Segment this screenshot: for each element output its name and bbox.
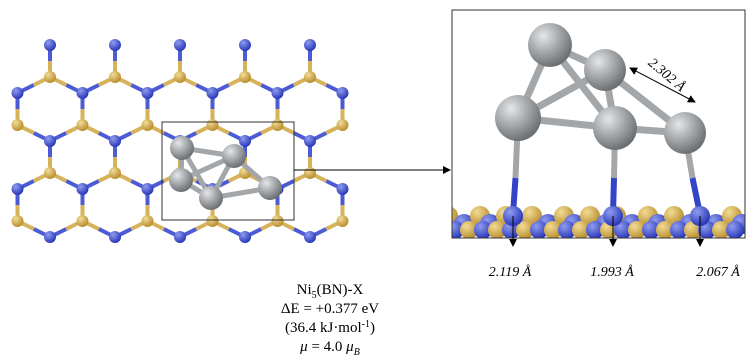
- n-atom: [207, 87, 219, 99]
- energy-kj-sup: -1: [362, 319, 370, 330]
- b-atom: [109, 167, 121, 179]
- page: 2.302 Å 2.119 Å 1.993 Å 2.067 Å Ni5(BN)-X …: [0, 0, 747, 356]
- b-atom: [44, 167, 56, 179]
- b-atom: [142, 119, 154, 131]
- n-atom: [12, 183, 24, 195]
- n-atom: [726, 221, 744, 239]
- b-atom: [174, 71, 186, 83]
- b-atom: [304, 167, 316, 179]
- figure: 2.302 Å 2.119 Å 1.993 Å 2.067 Å Ni5(BN)-X …: [0, 0, 747, 356]
- energy: ΔE = +0.377 eV: [281, 301, 379, 317]
- n-atom: [239, 135, 251, 147]
- b-atom: [12, 119, 24, 131]
- b-atom: [272, 119, 284, 131]
- ni-atom: [593, 106, 637, 150]
- n-atom: [337, 183, 349, 195]
- ni-atom: [664, 112, 706, 154]
- caption: Ni5(BN)-X ΔE = +0.377 eV (36.4 kJ·mol-1)…: [281, 282, 379, 356]
- n-atom: [142, 183, 154, 195]
- energy-kj-rest: ): [370, 320, 375, 336]
- b-atom: [77, 119, 89, 131]
- n-atom: [174, 39, 186, 51]
- bond-height-label: 2.119 Å: [489, 264, 532, 280]
- ni-atom: [584, 49, 626, 91]
- moment-unit-sub: B: [354, 347, 360, 356]
- n-atom: [304, 231, 316, 243]
- n-atom: [174, 231, 186, 243]
- energy-kj: (36.4 kJ·mol-1): [285, 319, 375, 336]
- b-atom: [239, 71, 251, 83]
- n-atom: [304, 39, 316, 51]
- n-atom: [337, 87, 349, 99]
- moment: μ = 4.0 μB: [299, 339, 360, 356]
- b-atom: [109, 71, 121, 83]
- b-atom: [337, 119, 349, 131]
- ni-atom: [199, 186, 223, 210]
- ni-atom: [528, 23, 572, 67]
- n-atom: [142, 87, 154, 99]
- b-atom: [12, 215, 24, 227]
- n-atom: [44, 231, 56, 243]
- ni-cluster-top: [169, 136, 282, 210]
- formula-rest: (BN)-X: [317, 282, 364, 298]
- bond-label: 2.302 Å: [645, 55, 689, 96]
- n-atom: [304, 135, 316, 147]
- n-atom: [44, 39, 56, 51]
- b-atom: [337, 215, 349, 227]
- ni-atom: [222, 144, 246, 168]
- b-atom: [142, 215, 154, 227]
- moment-text: = 4.0: [308, 339, 346, 355]
- energy-kj-base: (36.4 kJ·mol: [285, 320, 362, 336]
- formula: Ni5(BN)-X: [297, 282, 364, 301]
- n-atom: [272, 87, 284, 99]
- bond-height-label: 2.067 Å: [696, 264, 740, 280]
- bond-height-label: 1.993 Å: [590, 264, 634, 280]
- b-atom: [77, 215, 89, 227]
- ni-atom: [170, 136, 194, 160]
- b-atom: [272, 215, 284, 227]
- n-atom: [12, 87, 24, 99]
- n-atom: [109, 39, 121, 51]
- n-atom: [109, 231, 121, 243]
- n-atom: [239, 231, 251, 243]
- n-atom: [77, 87, 89, 99]
- b-atom: [207, 119, 219, 131]
- b-atom: [44, 71, 56, 83]
- b-atom: [207, 215, 219, 227]
- ni-cluster-side: [438, 23, 747, 239]
- n-atom: [239, 39, 251, 51]
- n-atom: [44, 135, 56, 147]
- ni-atom: [169, 168, 193, 192]
- formula-base: Ni: [297, 282, 312, 298]
- b-atom: [304, 71, 316, 83]
- ni-atom: [258, 176, 282, 200]
- n-atom: [109, 135, 121, 147]
- ni-atom: [495, 95, 541, 141]
- n-atom: [77, 183, 89, 195]
